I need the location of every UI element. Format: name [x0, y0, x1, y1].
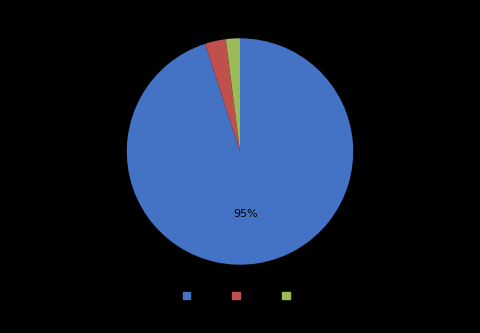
Text: 3%: 3%	[192, 28, 209, 38]
Wedge shape	[205, 39, 240, 152]
Wedge shape	[226, 38, 240, 152]
Legend: , , : , ,	[180, 289, 300, 302]
Text: 95%: 95%	[233, 209, 258, 219]
Wedge shape	[127, 38, 353, 265]
